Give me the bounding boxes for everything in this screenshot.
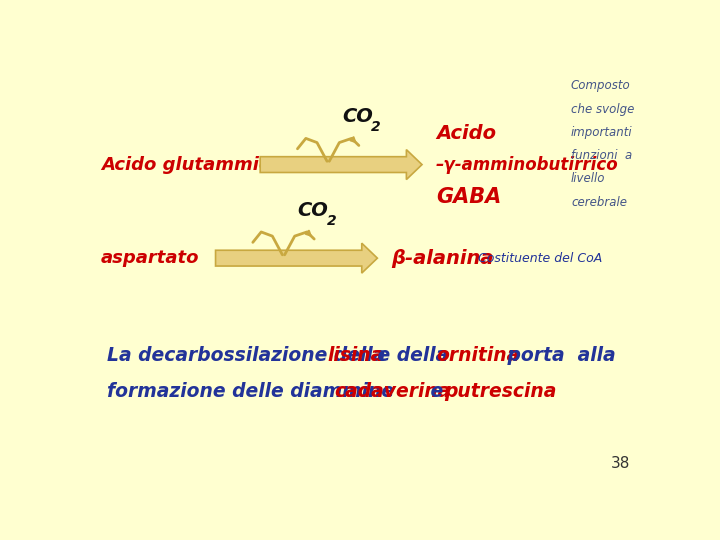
Text: e: e [425,382,450,401]
Text: Costituente del CoA: Costituente del CoA [478,252,602,265]
Text: livello: livello [571,172,606,186]
Text: aspartato: aspartato [101,249,199,267]
Text: 2: 2 [326,214,336,228]
Text: 38: 38 [611,456,630,471]
Text: formazione delle diammine: formazione delle diammine [107,382,400,401]
Text: –γ-amminobutirrico: –γ-amminobutirrico [436,156,618,173]
Text: porta  alla: porta alla [500,346,615,366]
Text: β-alanina: β-alanina [392,248,494,268]
Text: e della: e della [371,346,455,366]
Text: che svolge: che svolge [571,103,634,116]
Text: lisina: lisina [328,346,384,366]
Text: putrescina: putrescina [444,382,557,401]
Text: importanti: importanti [571,126,633,139]
Text: Acido: Acido [436,124,496,143]
Text: CO: CO [297,201,328,220]
Text: La decarbossilazione della: La decarbossilazione della [107,346,392,366]
Text: Acido glutammico: Acido glutammico [101,156,282,173]
Text: cerebrale: cerebrale [571,196,627,209]
Text: GABA: GABA [436,187,501,207]
FancyArrow shape [215,243,377,273]
Text: ornitina: ornitina [436,346,519,366]
Text: 2: 2 [371,120,381,134]
Text: cadaverina: cadaverina [334,382,451,401]
Text: Composto: Composto [571,79,631,92]
Text: funzioni  a: funzioni a [571,149,632,162]
FancyArrow shape [260,150,422,180]
Text: CO: CO [342,107,373,126]
